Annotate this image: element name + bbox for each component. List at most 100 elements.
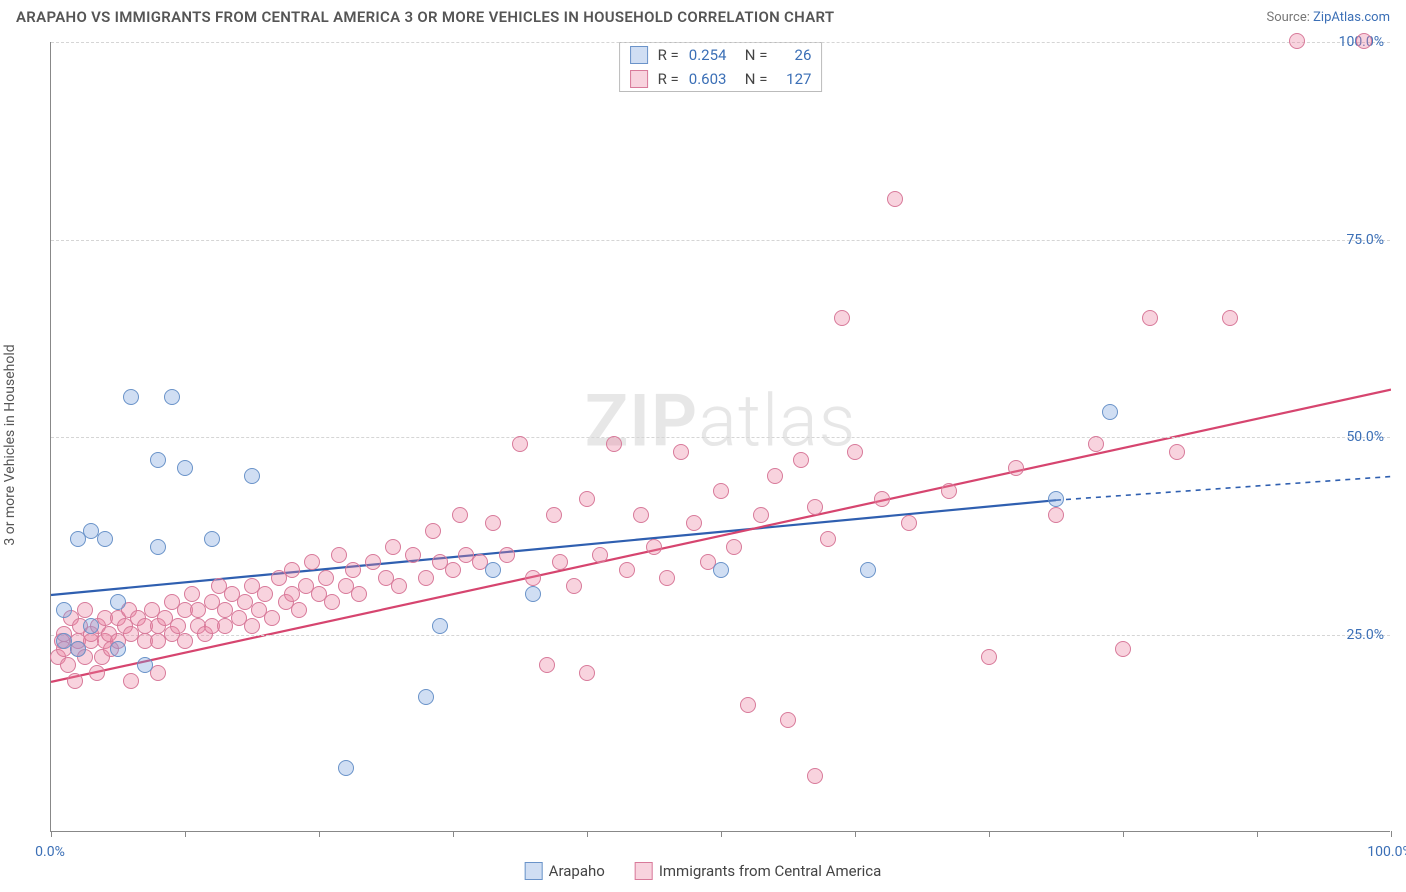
data-point	[659, 570, 675, 586]
data-point	[164, 389, 180, 405]
legend-swatch	[635, 862, 653, 880]
chart-area: 3 or more Vehicles in Household ZIPatlas…	[50, 42, 1390, 832]
stat-r-value: 0.254	[689, 46, 735, 64]
data-point	[170, 618, 186, 634]
data-point	[633, 507, 649, 523]
data-point	[566, 578, 582, 594]
data-point	[177, 633, 193, 649]
x-tick	[453, 831, 454, 837]
data-point	[56, 602, 72, 618]
data-point	[89, 665, 105, 681]
data-point	[512, 436, 528, 452]
data-point	[351, 586, 367, 602]
legend-swatch	[630, 46, 648, 64]
data-point	[552, 554, 568, 570]
data-point	[646, 539, 662, 555]
stats-legend: R =0.254N =26R =0.603N =127	[619, 42, 823, 92]
chart-title: ARAPAHO VS IMMIGRANTS FROM CENTRAL AMERI…	[16, 8, 834, 26]
data-point	[345, 562, 361, 578]
header: ARAPAHO VS IMMIGRANTS FROM CENTRAL AMERI…	[0, 0, 1406, 30]
stat-row: R =0.254N =26	[620, 43, 822, 67]
stat-n-value: 26	[777, 46, 811, 64]
stat-row: R =0.603N =127	[620, 67, 822, 91]
data-point	[767, 468, 783, 484]
data-point	[70, 641, 86, 657]
data-point	[606, 436, 622, 452]
data-point	[365, 554, 381, 570]
source-link[interactable]: ZipAtlas.com	[1313, 10, 1390, 25]
data-point	[713, 562, 729, 578]
data-point	[887, 191, 903, 207]
x-tick	[319, 831, 320, 837]
data-point	[150, 539, 166, 555]
data-point	[184, 586, 200, 602]
x-tick	[1391, 831, 1392, 837]
data-point	[177, 460, 193, 476]
data-point	[1356, 33, 1372, 49]
watermark-light: atlas	[698, 378, 856, 463]
data-point	[1102, 404, 1118, 420]
data-point	[338, 760, 354, 776]
legend-swatch	[630, 70, 648, 88]
plot-region: ZIPatlas R =0.254N =26R =0.603N =127 25.…	[50, 42, 1390, 832]
data-point	[1115, 641, 1131, 657]
data-point	[123, 673, 139, 689]
data-point	[83, 618, 99, 634]
data-point	[686, 515, 702, 531]
data-point	[244, 468, 260, 484]
data-point	[110, 594, 126, 610]
data-point	[432, 618, 448, 634]
x-tick-label: 0.0%	[35, 844, 65, 860]
data-point	[60, 657, 76, 673]
gridline	[51, 437, 1390, 438]
data-point	[981, 649, 997, 665]
data-point	[525, 570, 541, 586]
data-point	[291, 602, 307, 618]
data-point	[418, 570, 434, 586]
data-point	[901, 515, 917, 531]
x-tick	[51, 831, 52, 837]
data-point	[331, 547, 347, 563]
data-point	[67, 673, 83, 689]
data-point	[445, 562, 461, 578]
data-point	[807, 768, 823, 784]
data-point	[137, 657, 153, 673]
data-point	[847, 444, 863, 460]
regression-line	[51, 390, 1391, 682]
data-point	[1142, 310, 1158, 326]
data-point	[807, 499, 823, 515]
x-tick	[855, 831, 856, 837]
data-point	[324, 594, 340, 610]
data-point	[1169, 444, 1185, 460]
data-point	[793, 452, 809, 468]
data-point	[77, 602, 93, 618]
data-point	[1048, 507, 1064, 523]
data-point	[264, 610, 280, 626]
gridline	[51, 42, 1390, 43]
data-point	[740, 697, 756, 713]
data-point	[579, 491, 595, 507]
data-point	[150, 452, 166, 468]
data-point	[304, 554, 320, 570]
data-point	[713, 483, 729, 499]
data-point	[418, 689, 434, 705]
regression-line-dashed	[1056, 477, 1391, 501]
data-point	[539, 657, 555, 673]
y-tick-label: 75.0%	[1346, 232, 1384, 248]
data-point	[874, 491, 890, 507]
data-point	[820, 531, 836, 547]
x-tick	[721, 831, 722, 837]
data-point	[780, 712, 796, 728]
data-point	[318, 570, 334, 586]
legend-label: Arapaho	[549, 862, 605, 880]
y-axis-label: 3 or more Vehicles in Household	[2, 344, 18, 545]
data-point	[97, 531, 113, 547]
gridline	[51, 240, 1390, 241]
source-prefix: Source:	[1266, 10, 1313, 25]
data-point	[244, 618, 260, 634]
stat-n-label: N =	[745, 70, 768, 88]
data-point	[546, 507, 562, 523]
stat-n-label: N =	[745, 46, 768, 64]
legend-label: Immigrants from Central America	[659, 862, 882, 880]
data-point	[1048, 491, 1064, 507]
